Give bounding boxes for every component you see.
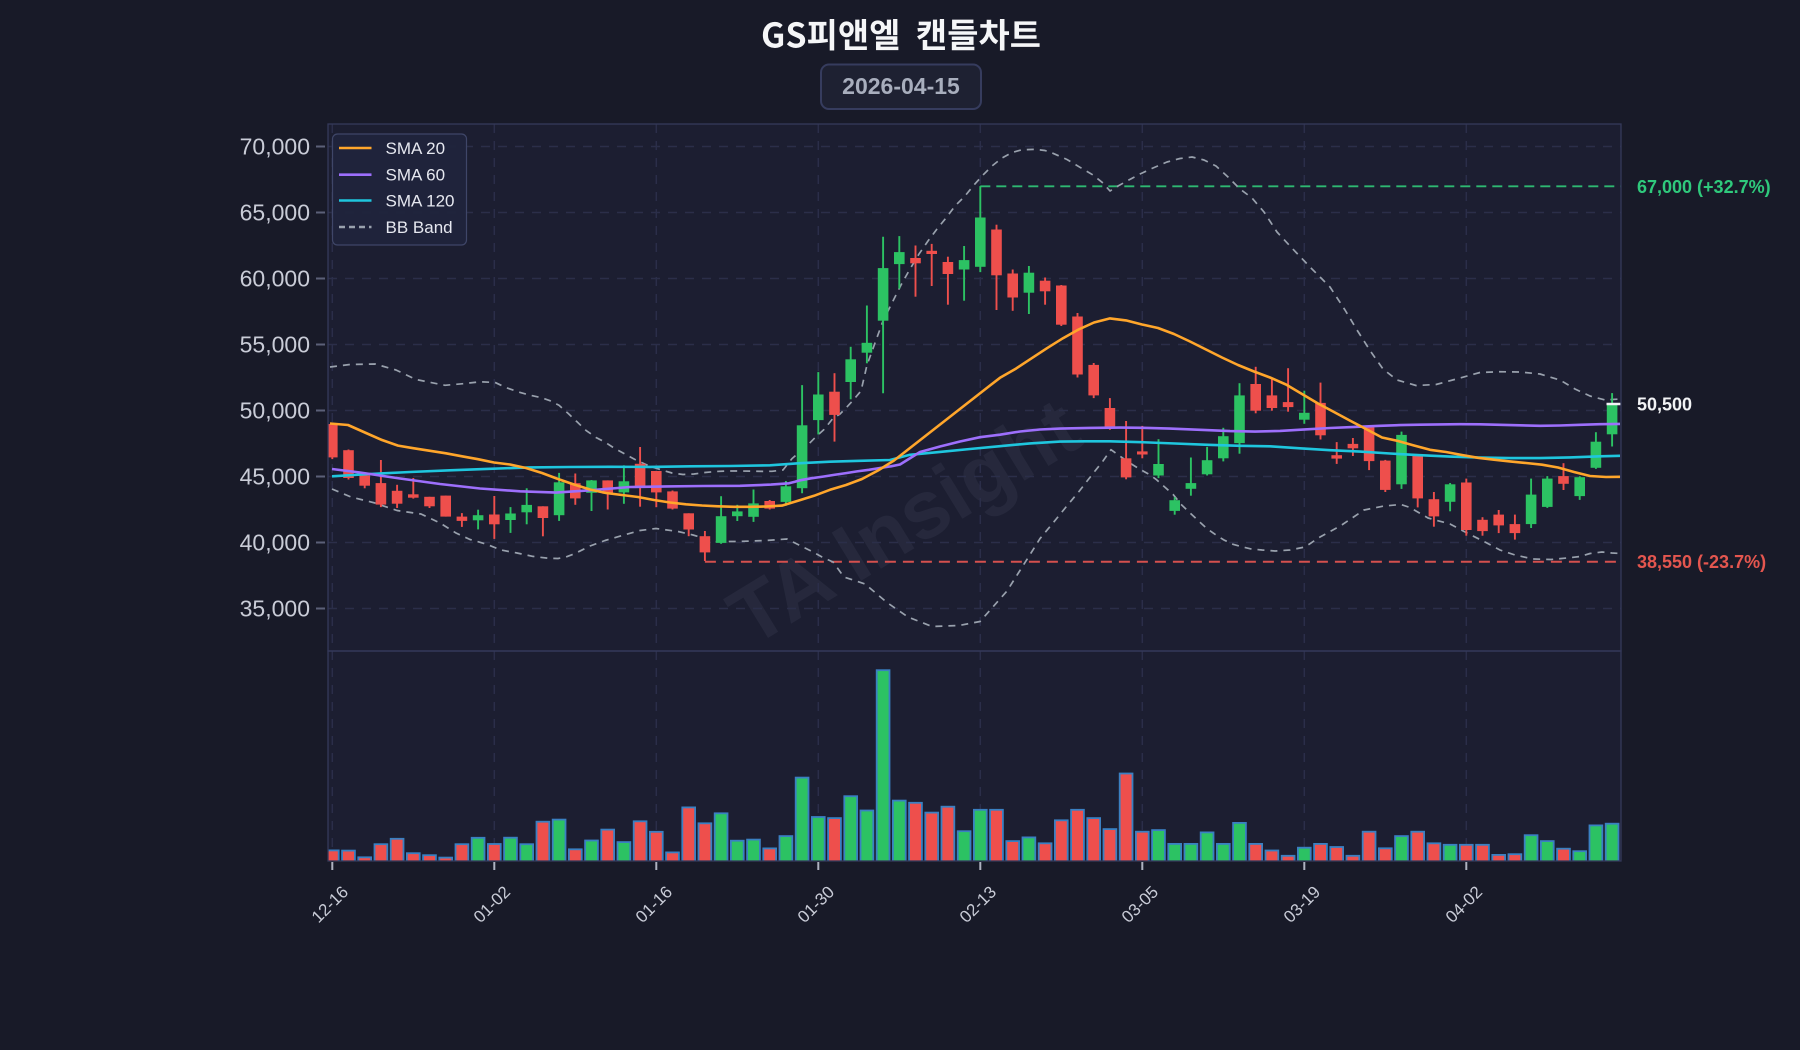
svg-text:65,000: 65,000: [240, 200, 310, 226]
svg-text:SMA 20: SMA 20: [386, 139, 446, 158]
svg-text:BB Band: BB Band: [386, 218, 453, 237]
svg-text:50,500: 50,500: [1637, 395, 1692, 415]
svg-text:38,550 (-23.7%): 38,550 (-23.7%): [1637, 552, 1766, 572]
svg-text:60,000: 60,000: [240, 266, 310, 292]
svg-text:50,000: 50,000: [240, 398, 310, 424]
svg-text:70,000: 70,000: [240, 134, 310, 160]
svg-text:45,000: 45,000: [240, 464, 310, 490]
svg-text:2026-04-15: 2026-04-15: [842, 73, 960, 99]
svg-text:SMA 120: SMA 120: [386, 192, 455, 211]
svg-text:35,000: 35,000: [240, 596, 310, 622]
svg-text:67,000 (+32.7%): 67,000 (+32.7%): [1637, 177, 1771, 197]
svg-text:40,000: 40,000: [240, 530, 310, 556]
svg-text:55,000: 55,000: [240, 332, 310, 358]
svg-text:SMA 60: SMA 60: [386, 166, 446, 185]
